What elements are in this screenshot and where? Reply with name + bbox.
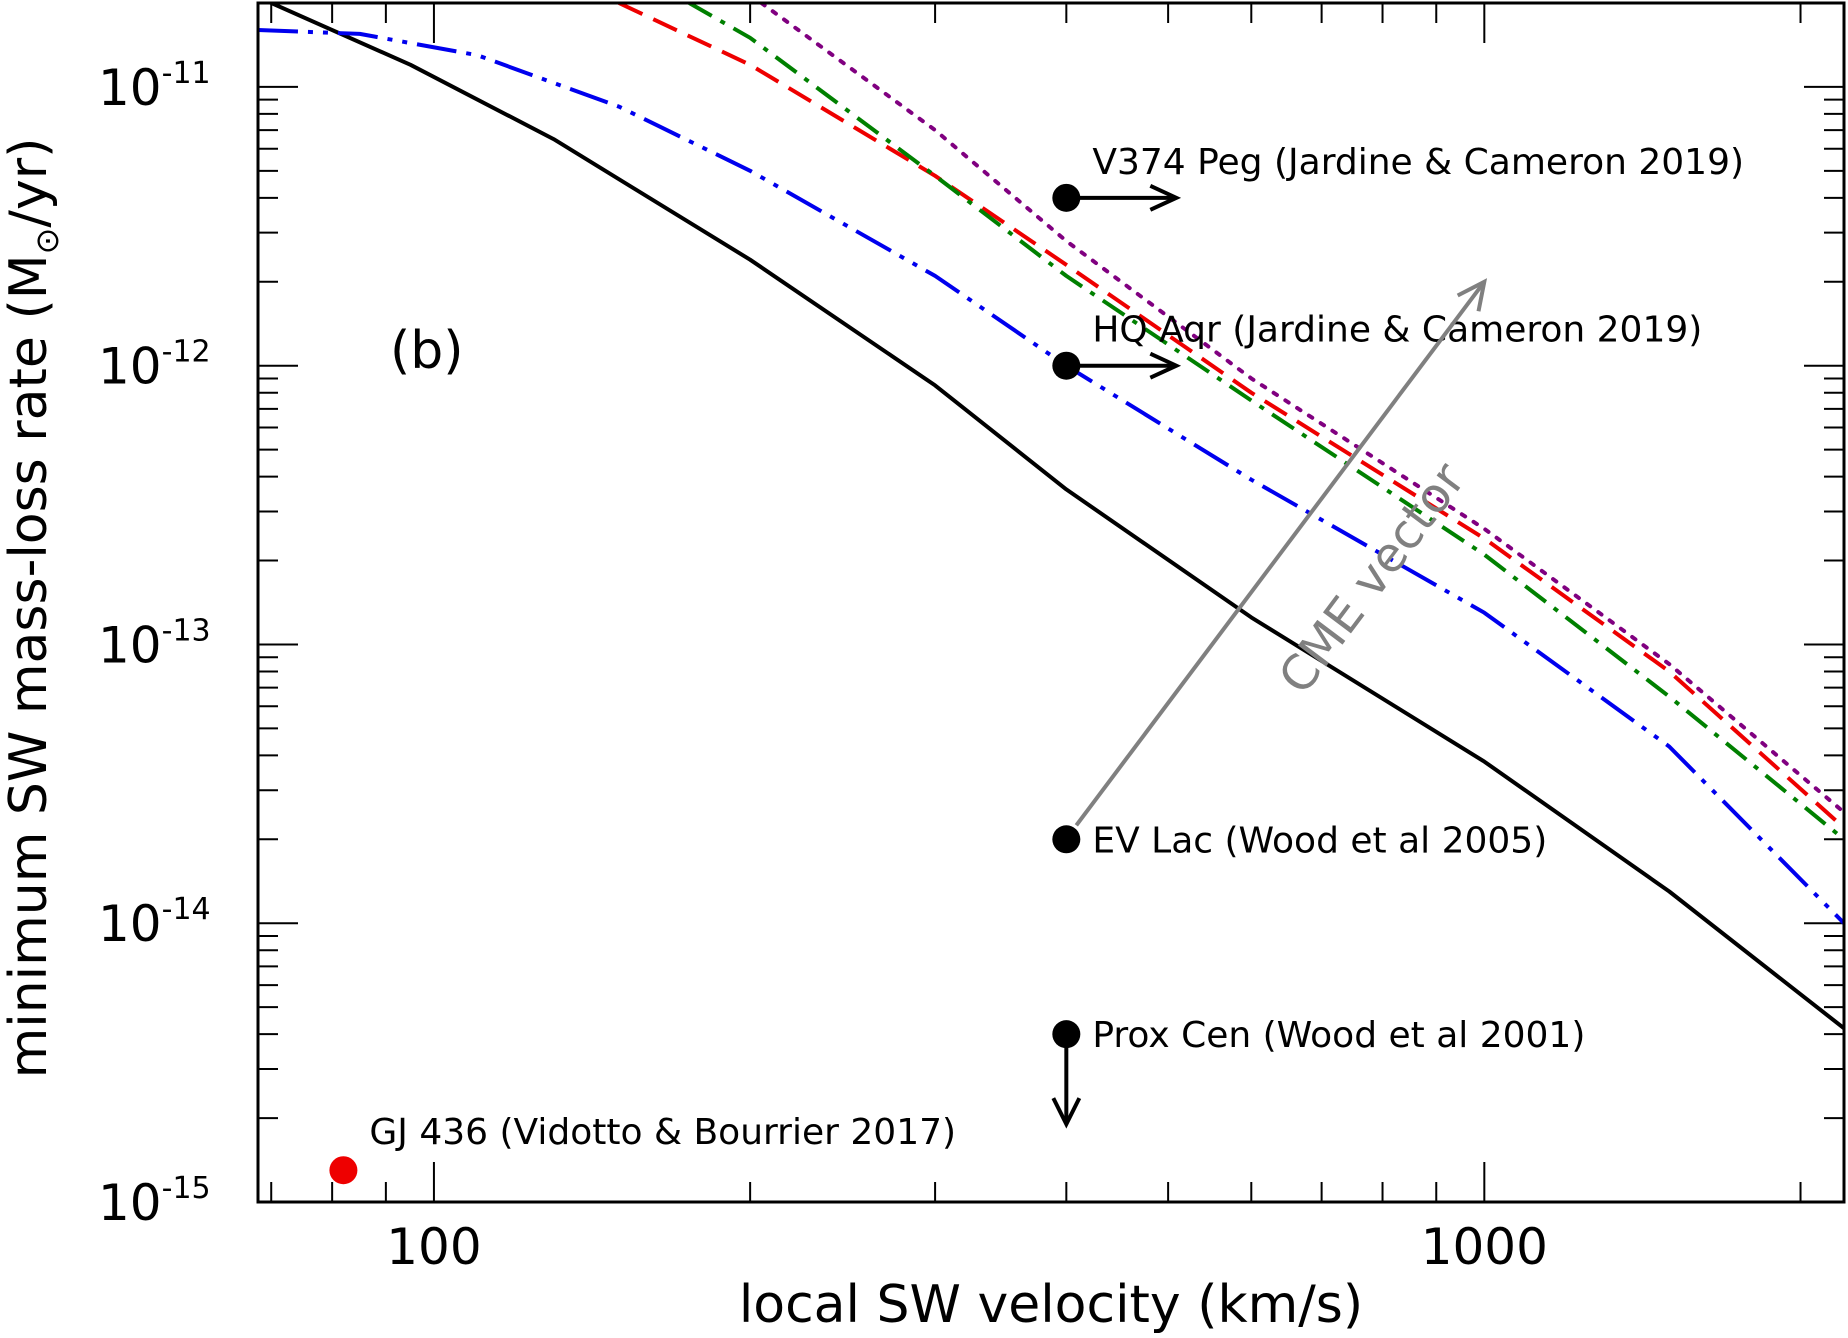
series-line-red-dashed [618,3,1844,830]
arrowhead [1149,351,1182,380]
plot-frame [256,1,1846,1204]
y-tick-label: 10-13 [98,613,211,674]
y-tick-label: 10-12 [98,335,211,396]
data-point [1052,183,1081,212]
y-axis-label: minimum SW mass-loss rate (M⊙/yr) [0,138,66,1079]
y-tick-base: 10 [98,895,162,953]
y-tick-exponent: -11 [162,56,211,91]
data-point-label: Prox Cen (Wood et al 2001) [1092,1015,1585,1056]
arrowhead [1149,184,1182,212]
y-tick-label: 10-14 [98,892,211,953]
panel-label: (b) [390,321,464,381]
y-tick-base: 10 [98,616,162,674]
y-tick-base: 10 [98,338,162,396]
data-point [329,1156,358,1185]
observation-markers: V374 Peg (Jardine & Cameron 2019) HQ Aqr … [329,142,1744,1185]
x-tick-label: 100 [386,1218,481,1276]
x-axis-label: local SW velocity (km/s) [739,1275,1363,1335]
x-tick-label: 1000 [1421,1218,1548,1276]
data-point [1052,351,1081,380]
series-line-purple-dotted [759,3,1844,815]
cme-vector: CME vector [1074,278,1488,827]
data-point [1052,825,1081,854]
cme-vector-label: CME vector [1268,452,1477,704]
y-tick-exponent: -12 [162,335,211,370]
data-point-label: V374 Peg (Jardine & Cameron 2019) [1092,142,1744,183]
y-tick-base: 10 [98,1174,162,1232]
series-line-green-dash-dot [688,3,1844,841]
cme-vector-arrow [1074,280,1486,827]
y-tick-exponent: -15 [162,1171,211,1206]
y-tick-exponent: -14 [162,892,211,927]
data-point [1052,1020,1081,1049]
y-tick-label: 10-15 [98,1171,211,1232]
series-line-solid-black [266,3,1844,1030]
series-lines [258,3,1844,1030]
y-tick-exponent: -13 [162,613,211,648]
arrowhead [1051,1097,1082,1129]
cme-vector-arrowhead [1456,278,1488,312]
data-point-label: HQ Aqr (Jardine & Cameron 2019) [1092,310,1702,351]
data-point-label: GJ 436 (Vidotto & Bourrier 2017) [369,1112,956,1153]
y-tick-label: 10-11 [98,56,211,117]
y-tick-base: 10 [98,59,162,117]
series-line-blue-dash-dot-dot [258,28,1844,925]
data-point-label: EV Lac (Wood et al 2005) [1092,820,1547,861]
